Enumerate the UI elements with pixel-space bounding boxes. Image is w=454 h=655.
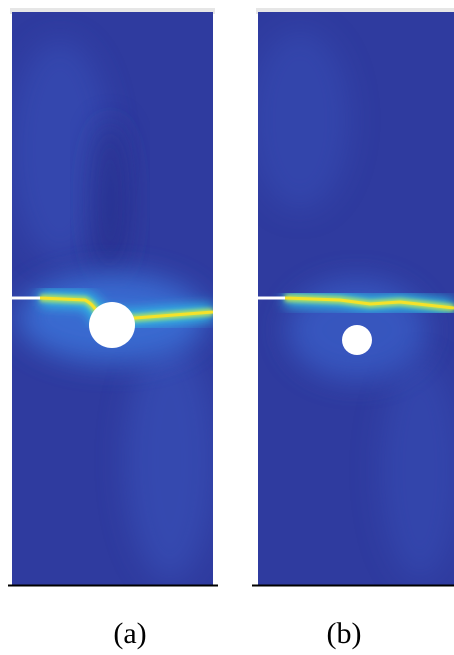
field-region (125, 340, 213, 580)
panel-b (252, 8, 454, 587)
field-region (258, 30, 350, 210)
hole (89, 302, 135, 348)
crack (284, 296, 454, 310)
field-region (90, 120, 130, 280)
field-region (380, 360, 454, 580)
panel-border (10, 8, 215, 14)
panel-border (256, 8, 454, 14)
field-region (12, 40, 110, 260)
hole (342, 325, 372, 355)
panel-label: (b) (327, 617, 362, 650)
panel-label: (a) (113, 617, 146, 650)
panel-a (8, 8, 218, 587)
